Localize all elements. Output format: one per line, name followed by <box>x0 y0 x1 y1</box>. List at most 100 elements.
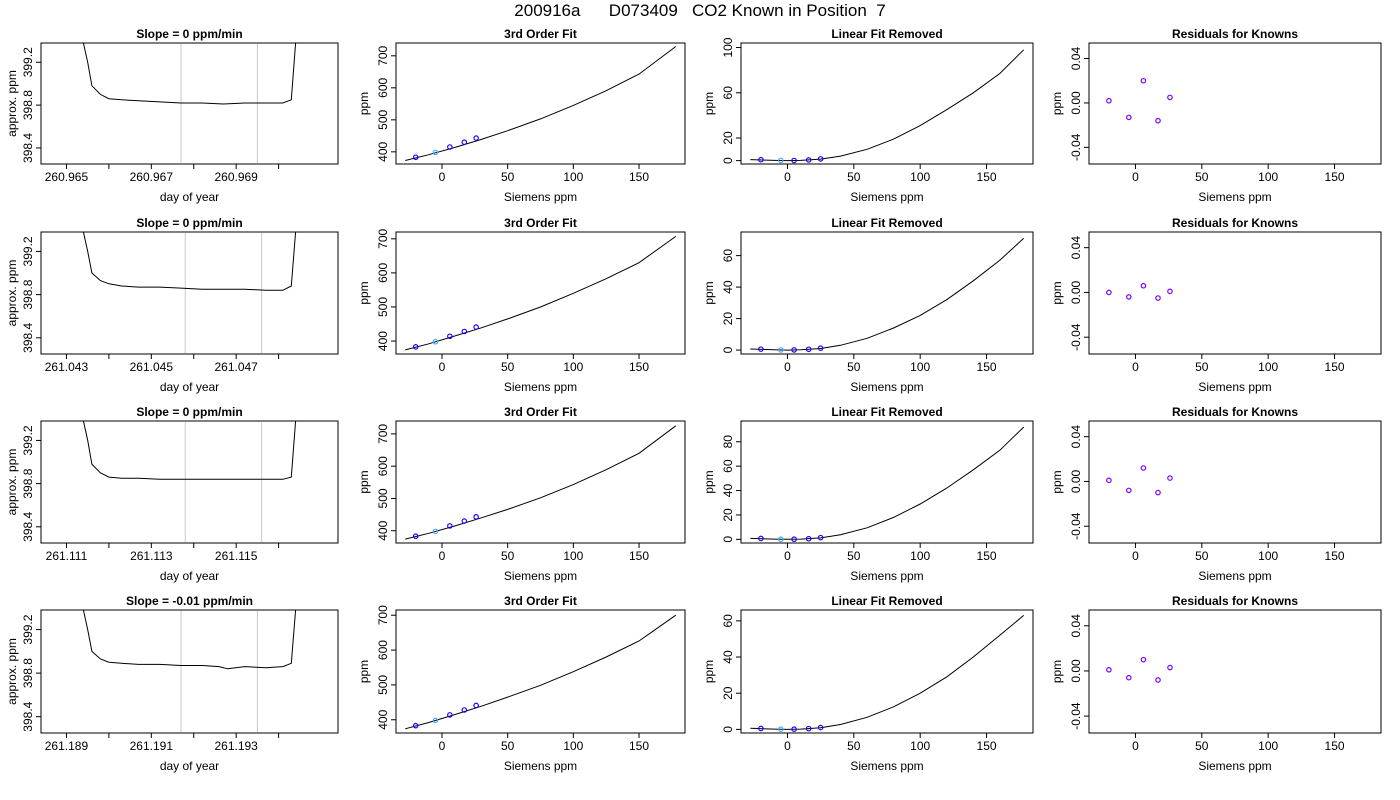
x-tick-label: 100 <box>910 360 930 374</box>
x-axis-label: Siemens ppm <box>850 569 923 583</box>
data-point <box>1155 295 1161 301</box>
data-point <box>1126 487 1132 494</box>
plot-frame <box>740 609 1034 734</box>
chart-title: Residuals for Knowns <box>1172 27 1298 41</box>
data-point <box>805 535 812 542</box>
data-point <box>1155 677 1161 683</box>
x-axis-label: Siemens ppm <box>850 380 923 394</box>
chart-panel: Residuals for Knowns 0 50 100 150 -0.04 0.00 0.… <box>1050 27 1382 204</box>
series-line <box>405 46 677 161</box>
page-title: 200916a D073409 CO2 Known in Position 7 <box>514 1 886 20</box>
data-point <box>791 726 797 733</box>
y-tick-label: 500 <box>376 675 390 695</box>
y-axis-label: ppm <box>702 92 716 115</box>
data-point <box>473 324 479 330</box>
x-tick-label: 50 <box>501 739 515 753</box>
chart-panel: Linear Fit Removed 0 50 100 150 0 20 40 60 Siemen… <box>702 216 1034 394</box>
x-tick-label: 150 <box>977 360 997 374</box>
y-axis-label: ppm <box>357 470 371 493</box>
data-point <box>805 346 812 353</box>
data-point <box>758 725 764 732</box>
data-point <box>1167 288 1173 295</box>
data-point <box>778 536 784 543</box>
y-tick-label: 0.00 <box>1069 469 1083 493</box>
chart-panel: 3rd Order Fit 0 50 100 150 400 500 600 700 Siemen… <box>357 216 686 394</box>
y-tick-label: 100 <box>721 37 735 57</box>
data-point <box>758 156 764 163</box>
chart-panel: 3rd Order Fit 0 50 100 150 400 500 600 700 Siemen… <box>357 27 686 204</box>
data-point <box>473 702 479 709</box>
x-tick-label: 0 <box>439 549 446 563</box>
x-tick-label: 0 <box>439 739 446 753</box>
x-axis-label: Siemens ppm <box>504 759 577 773</box>
series-line <box>750 237 1025 351</box>
data-point <box>805 157 812 163</box>
data-point <box>791 536 797 543</box>
y-tick-label: 0.04 <box>1069 614 1083 638</box>
chart-title: 3rd Order Fit <box>504 405 577 419</box>
data-point <box>412 344 419 350</box>
series-line <box>82 420 297 480</box>
plot-frame <box>395 420 686 544</box>
x-tick-label: 150 <box>629 739 649 753</box>
chart-title: Slope = -0.01 ppm/min <box>126 594 253 608</box>
chart-title: Slope = 0 ppm/min <box>136 27 242 41</box>
data-point <box>778 347 784 353</box>
x-tick-label: 150 <box>629 549 649 563</box>
x-tick-label: 100 <box>1258 170 1278 184</box>
x-axis-label: day of year <box>160 569 219 583</box>
series-line <box>750 615 1025 730</box>
x-tick-label: 150 <box>629 170 649 184</box>
y-axis-label: ppm <box>702 281 716 304</box>
series-line <box>405 425 677 540</box>
x-tick-label: 0 <box>784 360 791 374</box>
x-axis-label: day of year <box>160 759 219 773</box>
y-tick-label: 0.04 <box>1069 236 1083 260</box>
data-point <box>1126 294 1132 300</box>
data-point <box>1126 674 1132 681</box>
data-point <box>1167 94 1173 101</box>
y-tick-label: 398.4 <box>21 322 35 352</box>
x-tick-label: 100 <box>910 549 930 563</box>
y-axis-label: ppm <box>702 470 716 493</box>
y-tick-label: 400 <box>376 331 390 351</box>
data-point <box>412 533 419 540</box>
data-point <box>432 528 439 535</box>
x-tick-label: 50 <box>501 549 515 563</box>
y-tick-label: 0 <box>721 346 735 353</box>
y-tick-label: 40 <box>721 280 735 294</box>
x-axis-label: Siemens ppm <box>850 190 923 204</box>
chart-title: Linear Fit Removed <box>831 405 942 419</box>
data-point <box>805 725 812 732</box>
chart-title: Linear Fit Removed <box>831 216 942 230</box>
x-tick-label: 0 <box>784 549 791 563</box>
x-tick-label: 100 <box>563 360 583 374</box>
y-tick-label: 60 <box>721 249 735 263</box>
data-point <box>432 717 439 724</box>
y-tick-label: 398.8 <box>21 90 35 120</box>
data-point <box>447 333 453 340</box>
y-tick-label: 700 <box>376 424 390 444</box>
y-tick-label: 700 <box>376 228 390 248</box>
plot-frame <box>740 420 1034 544</box>
x-tick-label: 0 <box>439 360 446 374</box>
y-tick-label: 0 <box>721 536 735 543</box>
y-tick-label: 20 <box>721 312 735 326</box>
plot-frame <box>40 231 339 355</box>
data-point <box>758 535 764 542</box>
plot-frame <box>740 42 1034 165</box>
y-axis-label: ppm <box>357 281 371 304</box>
y-axis-label: ppm <box>357 660 371 683</box>
chart-title: Linear Fit Removed <box>831 594 942 608</box>
y-axis-label: ppm <box>1050 281 1064 304</box>
plot-frame <box>1088 231 1382 355</box>
y-axis-label: ppm <box>357 92 371 115</box>
x-tick-label: 150 <box>1325 170 1345 184</box>
data-point <box>1167 475 1173 481</box>
x-tick-label: 261.193 <box>214 739 258 753</box>
chart-panel: Residuals for Knowns 0 50 100 150 -0.04 0.00 0.… <box>1050 216 1382 394</box>
y-tick-label: 398.8 <box>21 279 35 309</box>
y-axis-label: ppm <box>1050 470 1064 493</box>
x-tick-label: 261.113 <box>130 549 173 563</box>
y-tick-label: 60 <box>721 86 735 100</box>
